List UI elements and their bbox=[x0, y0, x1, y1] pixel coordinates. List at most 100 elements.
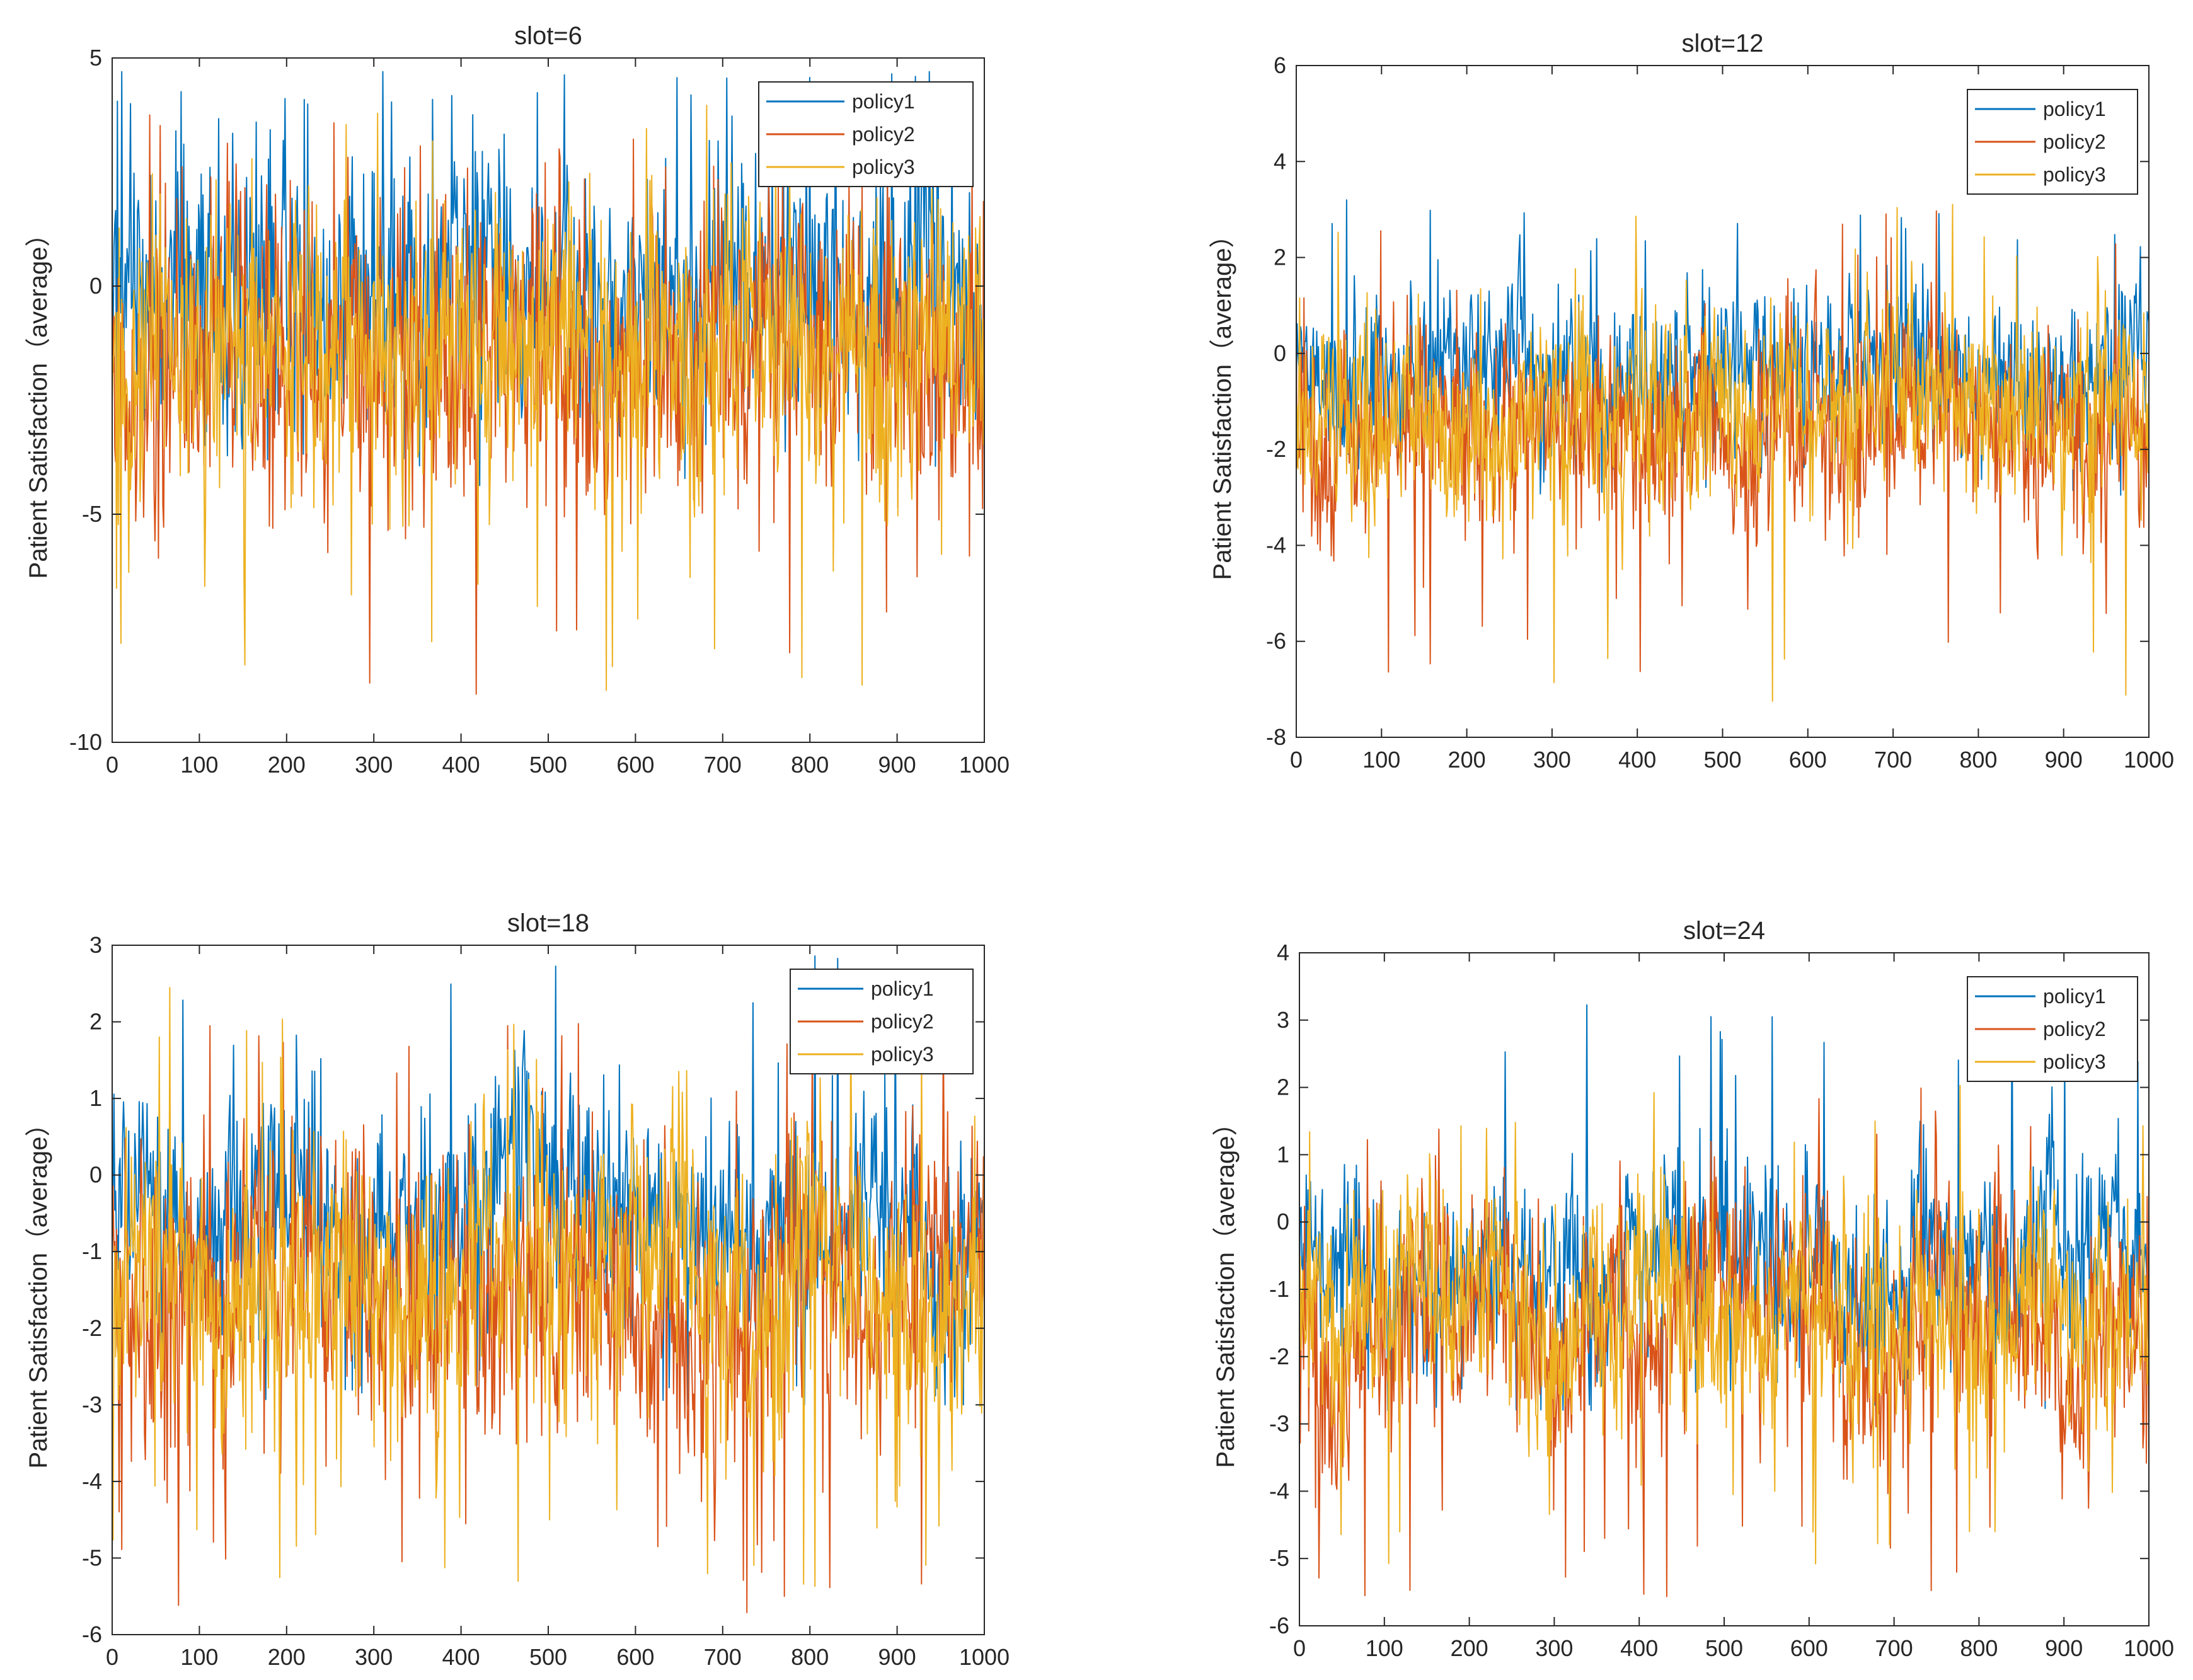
y-tick-label: 3 bbox=[89, 932, 102, 958]
y-tick-label: -6 bbox=[82, 1621, 102, 1647]
series-line-policy3 bbox=[1299, 1085, 2149, 1565]
series-line-policy2 bbox=[1296, 210, 2149, 673]
x-tick-label: 500 bbox=[1705, 1635, 1743, 1661]
x-tick-label: 200 bbox=[1448, 747, 1486, 773]
y-tick-label: -4 bbox=[82, 1468, 102, 1494]
legend: policy1 policy2 policy3 bbox=[1967, 976, 2138, 1082]
y-tick-label: -3 bbox=[82, 1391, 102, 1417]
legend-label-policy3: policy3 bbox=[852, 156, 915, 178]
y-axis-label: Patient Satisfaction（average） bbox=[25, 222, 52, 579]
y-tick-label: -1 bbox=[1269, 1276, 1289, 1302]
legend-label-policy2: policy2 bbox=[852, 123, 915, 146]
x-tick-label: 400 bbox=[1618, 747, 1656, 773]
legend-box bbox=[790, 969, 974, 1074]
y-tick-label: -5 bbox=[82, 501, 102, 527]
x-tick-label: 400 bbox=[442, 752, 480, 778]
x-tick-label: 600 bbox=[616, 752, 654, 778]
y-tick-label: 0 bbox=[1277, 1209, 1289, 1234]
x-tick-label: 200 bbox=[268, 1644, 306, 1670]
x-tick-label: 600 bbox=[1789, 747, 1827, 773]
x-tick-label: 100 bbox=[180, 752, 218, 778]
x-tick-label: 300 bbox=[355, 1644, 393, 1670]
legend: policy1 policy2 policy3 bbox=[1967, 89, 2138, 195]
y-axis-label: Patient Satisfaction（average） bbox=[1212, 1111, 1240, 1468]
y-tick-label: 0 bbox=[89, 1162, 102, 1188]
x-tick-label: 800 bbox=[791, 1644, 829, 1670]
legend-label-policy3: policy3 bbox=[871, 1043, 934, 1066]
y-tick-label: -2 bbox=[1269, 1343, 1289, 1369]
x-tick-label: 800 bbox=[1960, 1635, 1998, 1661]
x-tick-label: 800 bbox=[1959, 747, 1997, 773]
legend-label-policy3: policy3 bbox=[2043, 1050, 2106, 1073]
x-tick-label: 0 bbox=[106, 1644, 118, 1670]
x-tick-label: 1000 bbox=[959, 1644, 1010, 1670]
chart-title: slot=12 bbox=[1681, 30, 1763, 57]
y-tick-label: -5 bbox=[82, 1545, 102, 1570]
x-tick-label: 1000 bbox=[2124, 1635, 2174, 1661]
x-tick-label: 900 bbox=[878, 752, 916, 778]
x-tick-label: 200 bbox=[268, 752, 306, 778]
panel-3: 0 100 200 300 400 500 600 700 800 900 1000 -6 -5 -4 -3… bbox=[25, 909, 1010, 1670]
x-tick-label: 200 bbox=[1451, 1635, 1488, 1661]
x-tick-label: 700 bbox=[1874, 747, 1912, 773]
chart-title: slot=6 bbox=[514, 22, 582, 50]
x-tick-label: 500 bbox=[529, 752, 567, 778]
x-tick-label: 0 bbox=[106, 752, 118, 778]
legend-label-policy3: policy3 bbox=[2043, 163, 2106, 186]
y-tick-label: 0 bbox=[89, 273, 102, 299]
series-line-policy2 bbox=[112, 1021, 984, 1613]
x-tick-label: 0 bbox=[1293, 1635, 1306, 1661]
panel-4: 0 100 200 300 400 500 600 700 800 900 1000 -6 -5 -4 -3… bbox=[1212, 917, 2174, 1661]
x-tick-label: 300 bbox=[1533, 747, 1571, 773]
y-tick-label: 4 bbox=[1277, 940, 1289, 965]
y-axis-label: Patient Satisfaction（average） bbox=[1209, 223, 1236, 580]
y-tick-label: -2 bbox=[82, 1315, 102, 1341]
y-tick-label: 1 bbox=[89, 1085, 102, 1111]
x-tick-label: 1000 bbox=[2124, 747, 2174, 773]
series-line-policy3 bbox=[1296, 204, 2149, 702]
chart-title: slot=18 bbox=[507, 909, 589, 937]
panel-2: 0 100 200 300 400 500 600 700 800 900 1000 -8 -6 -4 -2… bbox=[1209, 30, 2174, 773]
y-tick-label: 2 bbox=[89, 1009, 102, 1035]
y-tick-label: -1 bbox=[82, 1238, 102, 1264]
x-tick-label: 900 bbox=[2045, 1635, 2083, 1661]
x-tick-label: 300 bbox=[355, 752, 393, 778]
y-tick-label: -4 bbox=[1266, 532, 1286, 558]
x-tick-label: 600 bbox=[1790, 1635, 1828, 1661]
x-tick-label: 500 bbox=[1703, 747, 1741, 773]
legend-label-policy1: policy1 bbox=[2043, 985, 2106, 1008]
legend-label-policy2: policy2 bbox=[2043, 1018, 2106, 1040]
y-tick-label: 0 bbox=[1274, 340, 1286, 366]
x-tick-label: 700 bbox=[704, 1644, 742, 1670]
series-line-policy3 bbox=[112, 987, 984, 1587]
x-tick-label: 500 bbox=[529, 1644, 567, 1670]
x-tick-label: 400 bbox=[442, 1644, 480, 1670]
x-tick-label: 1000 bbox=[959, 752, 1010, 778]
legend: policy1 policy2 policy3 bbox=[758, 81, 974, 187]
y-tick-label: -8 bbox=[1266, 724, 1286, 750]
series-line-policy3 bbox=[112, 105, 984, 691]
legend-label-policy2: policy2 bbox=[871, 1010, 934, 1033]
y-axis-label: Patient Satisfaction（average） bbox=[25, 1112, 52, 1469]
legend-label-policy1: policy1 bbox=[852, 90, 915, 113]
y-tick-label: -5 bbox=[1269, 1545, 1289, 1571]
legend-label-policy1: policy1 bbox=[871, 977, 934, 1000]
x-tick-label: 700 bbox=[704, 752, 742, 778]
x-tick-label: 800 bbox=[791, 752, 829, 778]
x-tick-label: 0 bbox=[1290, 747, 1303, 773]
y-tick-label: -3 bbox=[1269, 1411, 1289, 1437]
y-tick-label: -6 bbox=[1269, 1613, 1289, 1638]
x-tick-label: 900 bbox=[878, 1644, 916, 1670]
x-tick-label: 900 bbox=[2045, 747, 2083, 773]
x-tick-label: 100 bbox=[1366, 1635, 1403, 1661]
x-tick-label: 300 bbox=[1535, 1635, 1573, 1661]
x-tick-label: 600 bbox=[616, 1644, 654, 1670]
chart-title: slot=24 bbox=[1683, 917, 1765, 945]
x-tick-label: 400 bbox=[1620, 1635, 1658, 1661]
y-tick-label: 1 bbox=[1277, 1141, 1289, 1167]
legend-label-policy2: policy2 bbox=[2043, 130, 2106, 153]
y-tick-label: -2 bbox=[1266, 436, 1286, 462]
legend: policy1 policy2 policy3 bbox=[790, 969, 974, 1074]
x-tick-label: 100 bbox=[180, 1644, 218, 1670]
